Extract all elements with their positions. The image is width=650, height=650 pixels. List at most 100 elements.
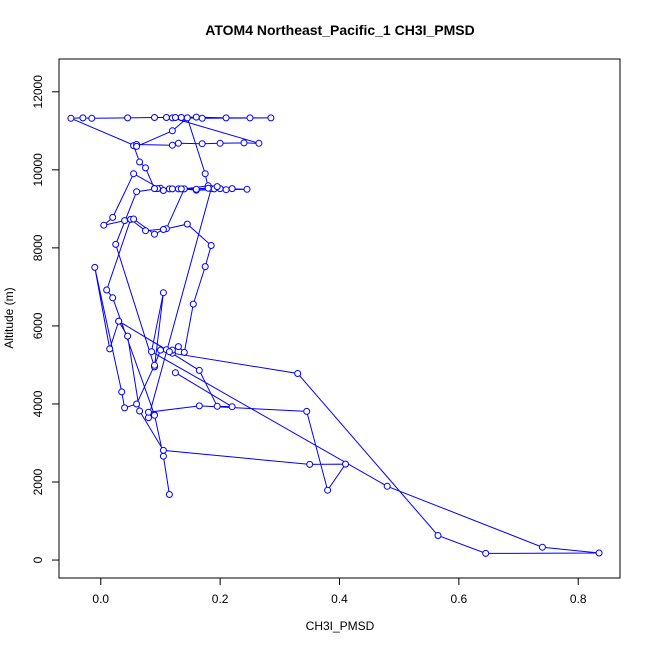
data-point [124, 114, 132, 122]
data-point [222, 186, 230, 194]
data-point [174, 139, 182, 147]
data-point [294, 370, 302, 377]
data-point [148, 348, 155, 356]
data-point [151, 114, 158, 121]
data-point [195, 366, 203, 374]
data-point [255, 139, 263, 147]
data-point [162, 114, 170, 121]
data-point [118, 388, 126, 396]
data-point [171, 369, 179, 377]
data-point [180, 348, 188, 356]
data-point [142, 227, 149, 235]
data-point [538, 543, 546, 551]
data-point [106, 345, 114, 353]
data-point [434, 532, 442, 539]
data-point [189, 300, 197, 308]
chart-title: ATOM4 Northeast_Pacific_1 CH3I_PMSD [205, 22, 474, 38]
data-point [183, 220, 191, 228]
x-axis: 0.0 0.2 0.4 0.6 0.8 [92, 577, 587, 606]
data-point [133, 142, 141, 150]
data-point [198, 140, 206, 148]
data-point [201, 170, 209, 178]
data-point [121, 217, 129, 225]
data-point [222, 114, 230, 122]
data-point [109, 294, 117, 302]
data-point [324, 486, 332, 494]
x-tick-label: 0.6 [451, 592, 468, 606]
data-point [159, 289, 167, 297]
data-point [79, 114, 87, 122]
data-point [103, 286, 111, 294]
data-point [91, 263, 99, 271]
data-point [151, 411, 158, 419]
data-point [130, 170, 138, 178]
data-point [100, 221, 108, 229]
y-axis: 0 2000 4000 6000 8000 10000 12000 [31, 75, 60, 563]
data-point [133, 400, 141, 408]
data-point [159, 187, 167, 194]
data-point [240, 139, 248, 147]
data-point [121, 404, 129, 412]
data-point [213, 402, 221, 410]
series-line [70, 116, 600, 554]
x-tick-label: 0.4 [331, 592, 348, 606]
data-point [124, 332, 132, 340]
y-tick-label: 6000 [31, 312, 45, 339]
data-point [171, 114, 179, 121]
data-point [201, 263, 209, 271]
data-point [303, 407, 311, 415]
data-point [192, 113, 200, 121]
data-point [151, 185, 158, 193]
data-point [198, 114, 206, 122]
data-point [109, 213, 117, 221]
y-tick-label: 2000 [31, 468, 45, 495]
data-point [112, 240, 120, 248]
data-point [133, 188, 141, 196]
data-point [130, 215, 138, 223]
data-point [168, 185, 176, 193]
data-point [151, 361, 158, 369]
data-point [246, 114, 254, 122]
y-tick-label: 10000 [31, 153, 45, 187]
data-point [243, 185, 251, 193]
data-point [168, 127, 176, 135]
data-point [595, 549, 603, 557]
y-tick-label: 4000 [31, 390, 45, 417]
data-point [115, 317, 123, 325]
data-point [204, 184, 212, 192]
data-point [159, 446, 167, 454]
data-point [383, 482, 391, 490]
x-tick-label: 0.0 [92, 592, 109, 606]
y-tick-label: 8000 [31, 234, 45, 261]
data-point [136, 158, 144, 166]
data-point [183, 114, 191, 122]
data-point [151, 230, 158, 238]
data-point [192, 185, 200, 193]
x-tick-label: 0.2 [212, 592, 229, 606]
data-point [88, 114, 96, 122]
y-tick-label: 12000 [31, 75, 45, 109]
data-point [67, 114, 75, 122]
y-axis-label: Altitude (m) [2, 287, 16, 348]
series-layer [67, 113, 603, 557]
data-point [482, 549, 490, 557]
plot-frame [58, 58, 621, 579]
data-point [177, 114, 185, 121]
data-point [213, 183, 221, 191]
data-point [168, 141, 176, 149]
data-point [165, 491, 173, 498]
y-tick-label: 0 [31, 556, 45, 563]
data-point [228, 403, 236, 411]
data-point [216, 139, 224, 147]
data-point [174, 343, 182, 351]
data-point [195, 402, 203, 410]
data-point [165, 348, 173, 356]
x-axis-label: CH3I_PMSD [306, 619, 375, 633]
data-point [306, 460, 314, 468]
data-point [267, 114, 275, 122]
data-point [159, 226, 167, 233]
data-point [157, 346, 164, 354]
data-point [159, 452, 167, 460]
data-point [228, 185, 236, 193]
